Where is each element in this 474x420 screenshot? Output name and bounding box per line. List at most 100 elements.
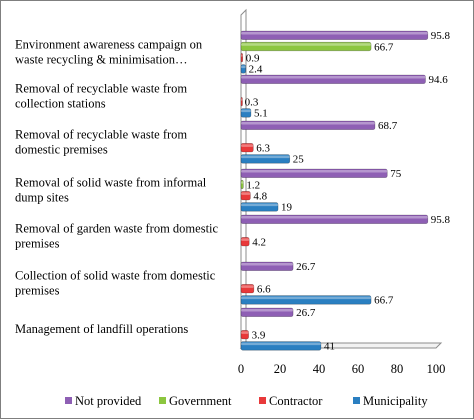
data-label: 0.9 — [246, 53, 260, 65]
bar-municipality — [240, 64, 246, 74]
legend-swatch — [159, 397, 166, 404]
x-tick-label: 80 — [391, 362, 404, 376]
legend-label: Contractor — [269, 394, 323, 408]
data-label: 4.8 — [253, 191, 267, 203]
bar-municipality — [240, 341, 322, 351]
data-label: 68.7 — [378, 120, 398, 132]
x-axis-ticks: 0 20 40 60 80 100 — [238, 362, 446, 376]
bar-highlight — [241, 285, 254, 288]
data-label: 94.6 — [428, 74, 448, 86]
data-label: 3.9 — [252, 330, 266, 342]
category-label: Environment awareness campaign on — [15, 38, 203, 52]
bar-highlight — [241, 122, 375, 125]
data-label: 1.2 — [246, 179, 260, 191]
bar-government — [240, 41, 372, 52]
bar-not-provided — [240, 30, 429, 40]
bar-not-provided — [240, 261, 294, 271]
bar-contractor — [240, 53, 244, 63]
bar-not-provided — [240, 168, 388, 178]
bar-highlight — [241, 181, 244, 184]
legend-label: Not provided — [75, 394, 142, 408]
bar-not-provided — [240, 214, 429, 224]
data-label: 5.1 — [254, 108, 268, 120]
bar-highlight — [241, 65, 246, 69]
bar-municipality — [240, 295, 372, 305]
data-label: 41 — [324, 341, 335, 353]
bar-contractor — [240, 237, 250, 247]
legend-label: Municipality — [363, 394, 428, 408]
x-tick-label: 0 — [238, 362, 244, 376]
bar-highlight — [241, 309, 294, 312]
bar-contractor — [240, 191, 251, 201]
category-label: dump sites — [15, 191, 69, 205]
legend-swatch — [65, 397, 72, 404]
bar-highlight — [241, 192, 251, 195]
bar-highlight — [241, 238, 250, 241]
bar-government — [240, 179, 244, 190]
bar-highlight — [241, 109, 251, 113]
bar-municipality — [240, 154, 291, 164]
data-label: 66.7 — [374, 295, 394, 307]
bar-highlight — [241, 43, 372, 46]
bar-municipality — [240, 108, 252, 118]
data-label: 26.7 — [296, 261, 316, 273]
category-label: collection stations — [15, 97, 106, 111]
data-label: 19 — [281, 202, 293, 214]
data-label: 2.4 — [249, 64, 263, 76]
category-label: waste recycling & minimisation… — [15, 53, 188, 67]
bar-contractor — [240, 143, 254, 153]
bar-not-provided — [240, 120, 376, 130]
data-label: 0.3 — [245, 97, 259, 109]
bar-highlight — [241, 98, 243, 101]
bar-highlight — [241, 155, 290, 159]
data-label: 26.7 — [296, 307, 316, 319]
bar-contractor — [240, 330, 249, 340]
data-label: 95.8 — [431, 30, 451, 42]
category-label: Management of landfill operations — [15, 322, 188, 336]
data-label: 95.8 — [431, 214, 451, 226]
legend-swatch — [353, 397, 360, 404]
category-label: domestic premises — [15, 143, 108, 157]
category-label: Removal of garden waste from domestic — [15, 222, 219, 236]
bar-highlight — [241, 331, 249, 334]
bar-highlight — [241, 170, 388, 173]
x-tick-label: 60 — [352, 362, 365, 376]
bar-highlight — [241, 32, 428, 35]
bars-layer — [240, 30, 429, 351]
bar-contractor — [240, 97, 243, 107]
category-label: Removal of solid waste from informal — [15, 176, 207, 190]
category-label: Removal of recyclable waste from — [15, 128, 187, 142]
bar-not-provided — [240, 74, 426, 84]
category-label: premises — [15, 284, 60, 298]
category-label: Removal of recyclable waste from — [15, 82, 187, 96]
value-labels: 95.866.70.92.494.60.35.168.76.325751.24.… — [245, 30, 451, 353]
data-label: 75 — [390, 168, 402, 180]
bar-highlight — [241, 76, 426, 79]
data-label: 25 — [293, 154, 305, 166]
data-label: 6.6 — [257, 284, 271, 296]
bar-highlight — [241, 216, 428, 219]
bar-not-provided — [240, 307, 294, 317]
bar-contractor — [240, 284, 255, 294]
legend-swatch — [259, 397, 266, 404]
bar-highlight — [241, 342, 321, 346]
data-label: 6.3 — [256, 143, 270, 155]
bar-highlight — [241, 296, 372, 300]
legend-label: Government — [169, 394, 232, 408]
legend: Not provided Government Contractor Municipa… — [65, 394, 428, 408]
data-label: 66.7 — [374, 41, 394, 53]
data-label: 4.2 — [252, 237, 266, 249]
bar-highlight — [241, 263, 294, 266]
x-tick-label: 40 — [313, 362, 326, 376]
bar-highlight — [241, 144, 254, 147]
bar-highlight — [241, 54, 243, 57]
category-label: premises — [15, 237, 60, 251]
bar-highlight — [241, 203, 279, 207]
x-tick-label: 100 — [427, 362, 446, 376]
category-label: Collection of solid waste from domestic — [15, 269, 216, 283]
bar-municipality — [240, 202, 279, 212]
x-tick-label: 20 — [274, 362, 287, 376]
